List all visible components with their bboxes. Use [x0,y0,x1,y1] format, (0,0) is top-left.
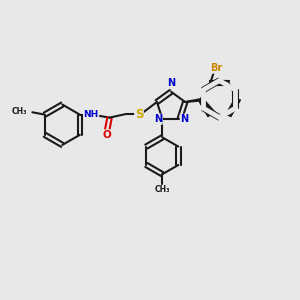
Text: O: O [102,130,111,140]
Text: N: N [180,114,188,124]
Text: N: N [154,114,162,124]
Text: Br: Br [211,63,223,73]
Text: N: N [167,78,175,88]
Text: CH₃: CH₃ [11,107,27,116]
Text: CH₃: CH₃ [154,185,170,194]
Text: NH: NH [83,110,99,118]
Text: S: S [135,107,143,121]
